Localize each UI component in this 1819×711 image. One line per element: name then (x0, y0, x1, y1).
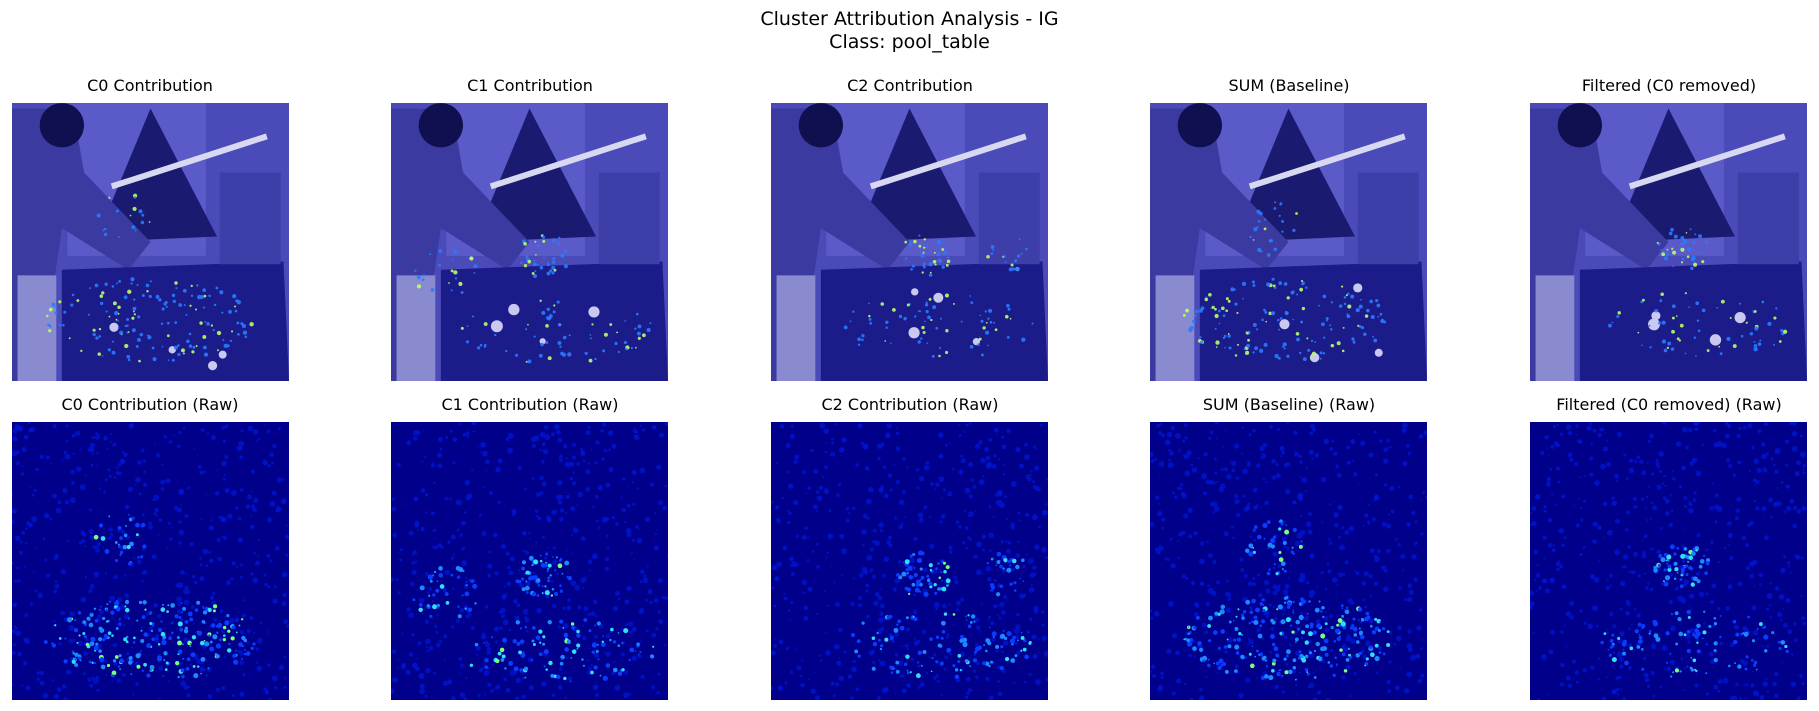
figure-title-line2: Class: pool_table (829, 31, 990, 53)
overlay-image-sum (1150, 103, 1427, 381)
panel-title-sum-raw: SUM (Baseline) (Raw) (1202, 395, 1376, 414)
raw-svg (771, 422, 1048, 700)
panel-title-filtered-raw: Filtered (C0 removed) (Raw) (1556, 395, 1782, 414)
raw-svg (1150, 422, 1427, 700)
raw-heatmap-c0 (12, 422, 289, 700)
panel-title-filtered: Filtered (C0 removed) (1581, 76, 1757, 95)
panel-title-c1-raw: C1 Contribution (Raw) (441, 395, 619, 414)
overlay-image-c2 (771, 103, 1048, 381)
raw-heatmap-c2 (771, 422, 1048, 700)
figure-title-line1: Cluster Attribution Analysis - IG (760, 8, 1059, 30)
raw-svg (1530, 422, 1807, 700)
raw-heatmap-filtered (1530, 422, 1807, 700)
raw-svg (12, 422, 289, 700)
raw-heatmap-sum (1150, 422, 1427, 700)
overlay-svg (1530, 103, 1807, 381)
panel-title-c2-raw: C2 Contribution (Raw) (821, 395, 999, 414)
overlay-image-filtered (1530, 103, 1807, 381)
overlay-image-c1 (391, 103, 668, 381)
panel-title-c0-raw: C0 Contribution (Raw) (61, 395, 239, 414)
panel-title-sum: SUM (Baseline) (1228, 76, 1350, 95)
overlay-svg (771, 103, 1048, 381)
overlay-svg (1150, 103, 1427, 381)
raw-heatmap-c1 (391, 422, 668, 700)
overlay-image-c0 (12, 103, 289, 381)
overlay-svg (391, 103, 668, 381)
panel-title-c2: C2 Contribution (847, 76, 973, 95)
overlay-svg (12, 103, 289, 381)
panel-title-c1: C1 Contribution (467, 76, 593, 95)
figure-title: Cluster Attribution Analysis - IG Class:… (0, 8, 1819, 54)
panel-title-c0: C0 Contribution (87, 76, 213, 95)
raw-svg (391, 422, 668, 700)
